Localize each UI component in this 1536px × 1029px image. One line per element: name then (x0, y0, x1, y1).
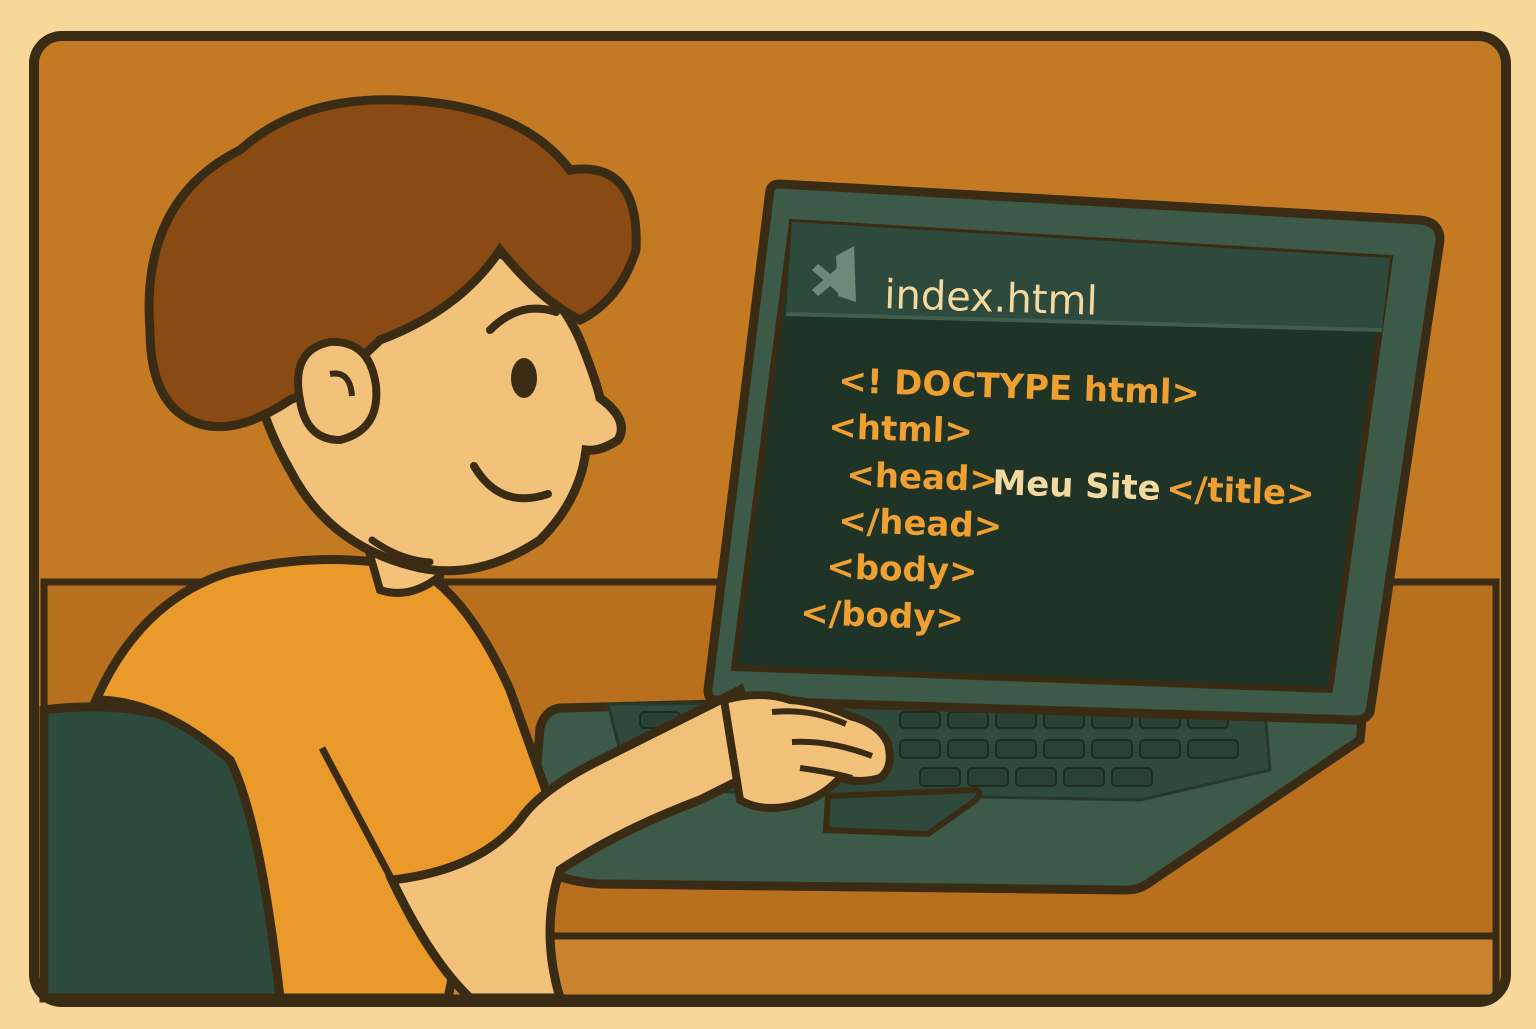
finger-line-3 (799, 765, 853, 781)
editor-tab-bar (786, 222, 1390, 328)
boy-chin-line (368, 536, 434, 566)
code-line-html-open: <html> (828, 407, 974, 452)
ear-inner-line (329, 370, 355, 397)
boy-arm (385, 683, 766, 1003)
boy-smile (470, 462, 552, 503)
vscode-logo-icon (812, 246, 856, 302)
code-line-head-open: <head> (846, 455, 999, 500)
laptop-trackpad (822, 786, 982, 838)
boy-hair (144, 95, 641, 432)
shirt-sleeve-seam (318, 746, 396, 882)
boy-eyebrow (486, 304, 560, 334)
boy-eye (511, 358, 537, 398)
finger-line-2 (791, 738, 874, 759)
finger-line-1 (771, 708, 848, 727)
tab-bar-divider (785, 312, 1383, 332)
boy-ear (294, 337, 381, 445)
editor-tab-title[interactable]: index.html (884, 272, 1099, 325)
code-line-body-close: </body> (800, 593, 965, 639)
code-line-body-open: <body> (826, 547, 978, 592)
code-line-title-text: Meu Site (992, 463, 1162, 509)
code-line-title-close: </title> (1166, 469, 1316, 514)
code-editor: <! DOCTYPE html> <html> <head> Meu Site … (800, 361, 1316, 639)
code-line-head-close: </head> (838, 501, 1003, 547)
